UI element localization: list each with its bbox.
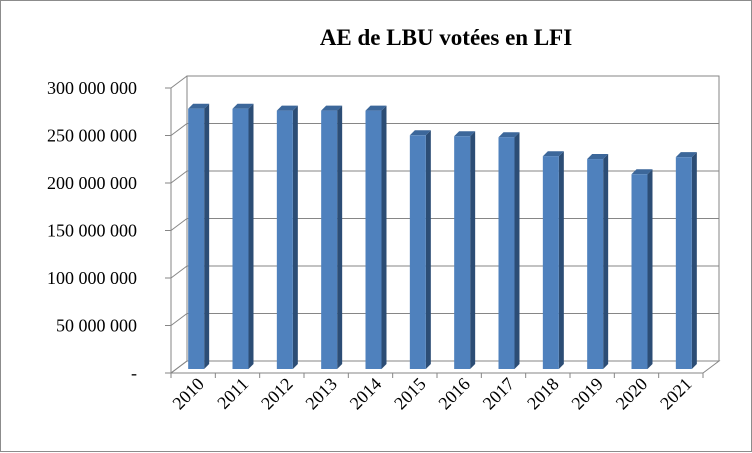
gridlines (165, 75, 719, 374)
bar-top (675, 152, 697, 158)
bar (232, 103, 254, 369)
bar-top (321, 105, 343, 111)
gridline-depth (170, 170, 188, 184)
x-tick-label: 2021 (656, 374, 696, 414)
bar-top (454, 131, 476, 137)
x-tick-label: 2010 (168, 374, 208, 414)
bar-side (514, 132, 520, 369)
bar-side (292, 105, 298, 369)
x-tick-label: 2019 (567, 374, 607, 414)
bar-front (498, 137, 515, 369)
bar-front (276, 110, 293, 369)
bar-front (232, 108, 249, 369)
bar-top (188, 103, 210, 109)
gridline-depth (170, 123, 188, 136)
bar (276, 105, 298, 369)
gridline-depth (170, 313, 188, 326)
bar-side (425, 130, 431, 369)
gridline-depth (170, 360, 188, 374)
bar-side (647, 169, 653, 369)
y-axis-ticks: - 50 000 000 100 000 000 150 000 000 200 000… (47, 78, 137, 383)
y-tick-label: 200 000 000 (47, 173, 137, 193)
x-tick-label: 2013 (301, 374, 341, 414)
bars (188, 103, 697, 369)
bar-top (498, 132, 520, 138)
bar-top (276, 105, 298, 111)
bar (542, 151, 564, 369)
bar (587, 154, 609, 369)
chart-title: AE de LBU votées en LFI (320, 25, 572, 50)
bar-front (542, 156, 559, 369)
x-tick-label: 2014 (346, 374, 386, 414)
bar (498, 132, 520, 369)
x-tick-label: 2020 (612, 374, 652, 414)
bar-side (381, 105, 387, 369)
bar (675, 152, 697, 369)
gridline-depth (170, 218, 188, 231)
y-tick-label: 100 000 000 (47, 268, 137, 288)
bar-top (409, 130, 431, 136)
bar-top (587, 154, 609, 160)
x-tick-label: 2011 (213, 374, 252, 413)
bar (365, 105, 387, 369)
y-tick-label: 300 000 000 (47, 78, 137, 98)
bar (631, 169, 653, 369)
y-tick-label: 50 000 000 (56, 316, 137, 336)
x-axis-ticks: 2010 2011 2012 2013 2014 2015 2016 2017 2018 2019… (168, 373, 704, 414)
bar-front (631, 174, 648, 369)
gridline-depth (170, 265, 188, 279)
x-tick-label: 2018 (523, 374, 563, 414)
bar-top (542, 151, 564, 157)
bar-front (409, 135, 426, 369)
x-tick-label: 2012 (257, 374, 297, 414)
x-tick-label: 2017 (479, 374, 519, 414)
bar (188, 103, 210, 369)
bar (454, 131, 476, 369)
bar-side (603, 154, 609, 369)
bar (409, 130, 431, 369)
bar-front (587, 159, 604, 369)
x-tick-label: 2015 (390, 374, 430, 414)
bar-side (337, 105, 343, 369)
bar-front (454, 136, 471, 369)
y-tick-label: 150 000 000 (47, 221, 137, 241)
x-tick-label: 2016 (434, 374, 474, 414)
bar (321, 105, 343, 369)
bar-front (675, 157, 692, 369)
bar-side (691, 152, 697, 369)
bar-front (188, 108, 205, 369)
y-tick-label: 250 000 000 (47, 126, 137, 146)
bar-side (248, 103, 254, 369)
bar-side (558, 151, 564, 369)
bar-top (631, 169, 653, 175)
bar-top (365, 105, 387, 111)
bar-top (232, 103, 254, 109)
bar-front (365, 110, 382, 369)
bar-side (470, 131, 476, 369)
bar-front (321, 110, 338, 369)
gridline-depth (170, 75, 188, 89)
y-tick-label: - (131, 363, 137, 383)
bar-side (204, 103, 210, 369)
